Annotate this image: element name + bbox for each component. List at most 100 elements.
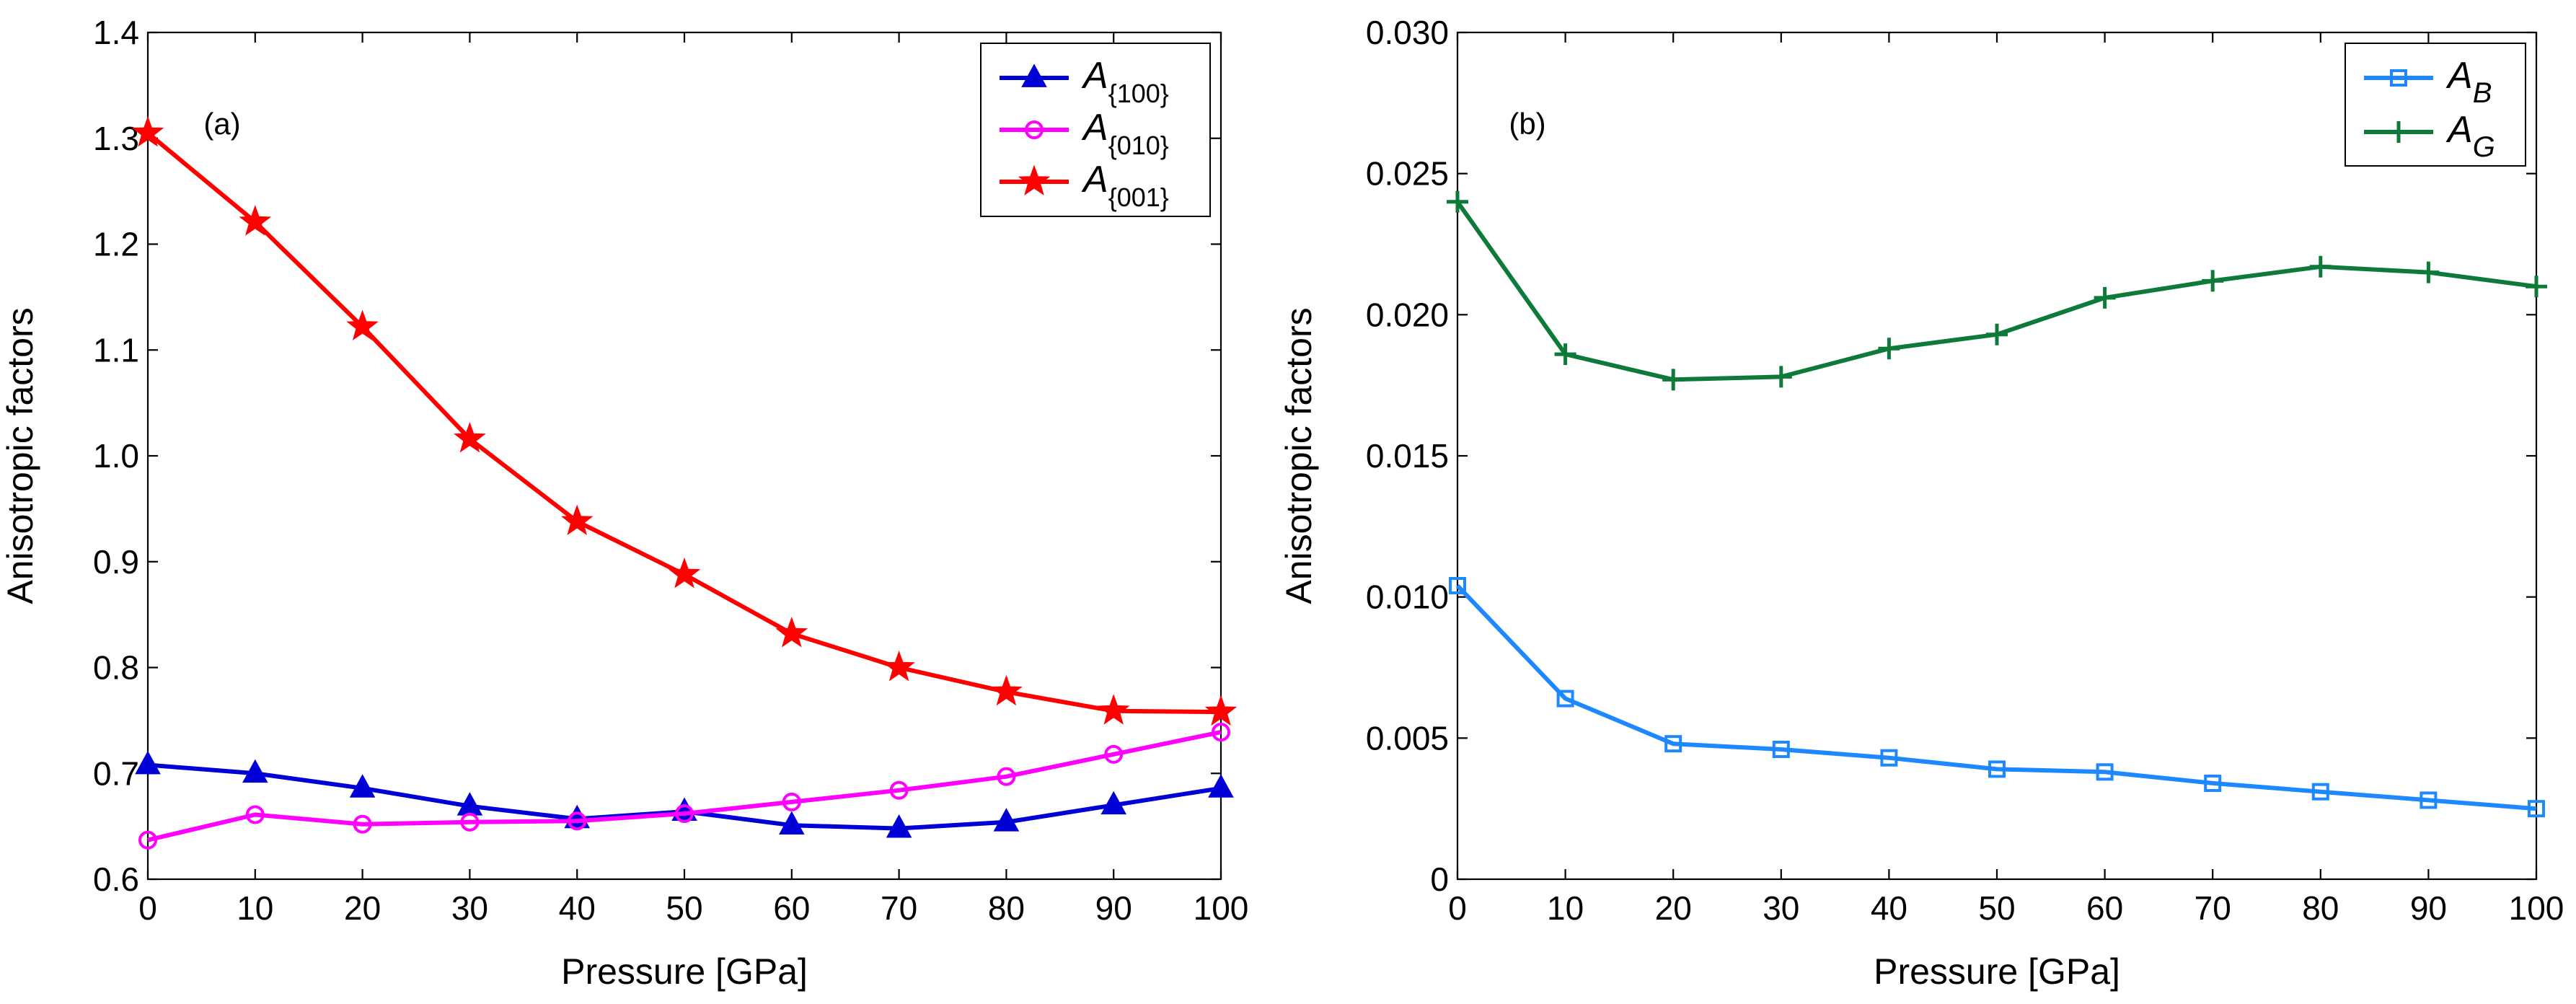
panel-a-x-tick-label: 60 (773, 889, 810, 927)
panel-b: 0 10 20 30 40 50 60 70 80 90 100 0 0.005 0.010 0.015 0.… (1279, 14, 2564, 992)
panel-a-data-point (1097, 694, 1130, 725)
panel-a-x-tick-label: 10 (237, 889, 273, 927)
panel-b-series-0 (1449, 577, 2545, 818)
panel-b-x-tick-label: 30 (1763, 889, 1799, 927)
panel-a-data-point (239, 205, 272, 236)
panel-a-data-point (675, 804, 694, 824)
panel-b-data-point (2526, 276, 2547, 298)
panel-a-x-tick-label: 80 (988, 889, 1025, 927)
panel-b-x-tick-label: 80 (2302, 889, 2339, 927)
panel-a-data-point (560, 504, 594, 535)
panel-a-x-axis-title: Pressure [GPa] (561, 951, 808, 992)
panel-b-data-point (1770, 366, 1792, 388)
panel-a-data-point (460, 812, 480, 832)
panel-a-data-point (138, 830, 157, 850)
panel-a-y-tick-label: 1.2 (93, 226, 139, 263)
panel-b-data-point (2417, 261, 2440, 283)
panel-a-data-point (1104, 744, 1124, 764)
panel-a-x-tick-label: 40 (559, 889, 596, 927)
panel-b-legend-entry: AB (2445, 55, 2492, 109)
panel-b-x-tick-label: 90 (2410, 889, 2447, 927)
panel-a-data-point (775, 617, 808, 648)
panel-a-data-point (883, 651, 915, 682)
panel-a-legend-entry: A{001} (1081, 159, 1169, 212)
panel-a-legend-marker (1025, 120, 1044, 139)
panel-a-y-tick-label: 1.3 (93, 120, 139, 157)
panel-b-data-point (1554, 343, 1576, 366)
panel-b-x-tick-label: 50 (1978, 889, 2015, 927)
panel-b-data-point (1878, 338, 1900, 360)
panel-a-data-point (353, 814, 372, 834)
panel-a-x-tick-label: 50 (666, 889, 702, 927)
panel-a-data-point (242, 759, 268, 783)
panel-b-data-point (2528, 800, 2545, 818)
panel-b-legend-marker (2388, 121, 2409, 143)
panel-a-y-tick-label: 0.9 (93, 543, 139, 581)
panel-a-y-tick-label: 0.8 (93, 649, 139, 687)
panel-b-data-point (2202, 270, 2224, 292)
panel-b-data-point (2311, 783, 2329, 801)
panel-a-data-point (349, 774, 376, 798)
panel-b-legend-marker (2390, 69, 2407, 87)
panel-b-data-point (2096, 763, 2114, 781)
panel-b-y-tick-label: 0.015 (1366, 437, 1449, 475)
panel-a-series-2 (131, 115, 1238, 726)
panel-a-data-point (245, 805, 265, 824)
panel-a-legend: A{100}A{010}A{001} (980, 43, 1211, 217)
panel-b-series-line (1455, 584, 2537, 811)
panel-a-data-point (889, 780, 909, 800)
panel-a-y-tick-label: 1.4 (93, 14, 139, 51)
panel-b-y-tick-label: 0.010 (1366, 578, 1449, 616)
panel-b-y-axis-title: Anisotropic factors (1279, 307, 1319, 604)
panel-a-x-tick-label: 20 (344, 889, 381, 927)
panel-a-data-point (1204, 695, 1238, 726)
panel-a-data-point (993, 808, 1020, 832)
panel-a-data-point (1208, 774, 1234, 798)
panel-a-label: (a) (203, 107, 240, 141)
panel-a-y-axis-title: Anisotropic factors (0, 307, 40, 604)
panel-b-x-tick-label: 40 (1871, 889, 1907, 927)
panel-b-y-tick-label: 0.020 (1366, 296, 1449, 333)
panel-a-x-tick-label: 100 (1194, 889, 1249, 927)
panel-a-data-point (779, 811, 805, 835)
panel-a-legend-marker (1021, 63, 1047, 87)
panel-a-legend-entry: A{010} (1081, 107, 1169, 160)
panel-b-x-tick-label: 0 (1448, 889, 1467, 927)
panel-b-y-tick-label: 0 (1430, 860, 1449, 898)
panel-a-x-tick-label: 30 (451, 889, 488, 927)
panel-a-y-tick-label: 0.7 (93, 754, 139, 792)
panel-b-legend-entry: AG (2445, 109, 2495, 163)
panel-a-data-point (886, 814, 912, 838)
panel-a-x-tick-label: 0 (138, 889, 157, 927)
panel-b-y-tick-label: 0.005 (1366, 719, 1449, 757)
panel-b-data-point (2309, 255, 2332, 278)
panel-a-x-tick-label: 90 (1095, 889, 1132, 927)
panel-b-legend-box (2345, 43, 2526, 167)
panel-b-x-tick-label: 10 (1547, 889, 1584, 927)
panel-a-y-tick-label: 1.1 (93, 331, 139, 369)
panel-b-label: (b) (1509, 107, 1545, 141)
panel-b-x-tick-label: 60 (2086, 889, 2123, 927)
panel-b-data-point (1449, 577, 1466, 595)
panel-b-data-point (1556, 690, 1574, 708)
panel-a-data-point (1100, 791, 1126, 815)
panel-b-series-1 (1447, 190, 2547, 391)
panel-b-x-tick-label: 100 (2509, 889, 2564, 927)
panel-a-data-point (782, 792, 801, 811)
panel-b-data-point (2094, 286, 2116, 309)
panel-a-series-1 (138, 723, 1230, 850)
panel-a-x-tick-label: 70 (881, 889, 917, 927)
panel-a-data-point (668, 557, 701, 589)
panel-a-legend-entry: A{100} (1081, 55, 1169, 108)
panel-b-data-point (1662, 369, 1685, 391)
panel-b-x-axis-title: Pressure [GPa] (1874, 951, 2120, 992)
panel-a-data-point (1212, 723, 1230, 742)
panel-a-data-point (990, 674, 1023, 706)
panel-a-data-point (568, 811, 587, 831)
panel-a-legend-marker (1018, 164, 1051, 195)
panel-b-x-tick-label: 20 (1655, 889, 1692, 927)
panel-a-data-point (997, 767, 1016, 786)
panel-b-data-point (1880, 749, 1898, 767)
